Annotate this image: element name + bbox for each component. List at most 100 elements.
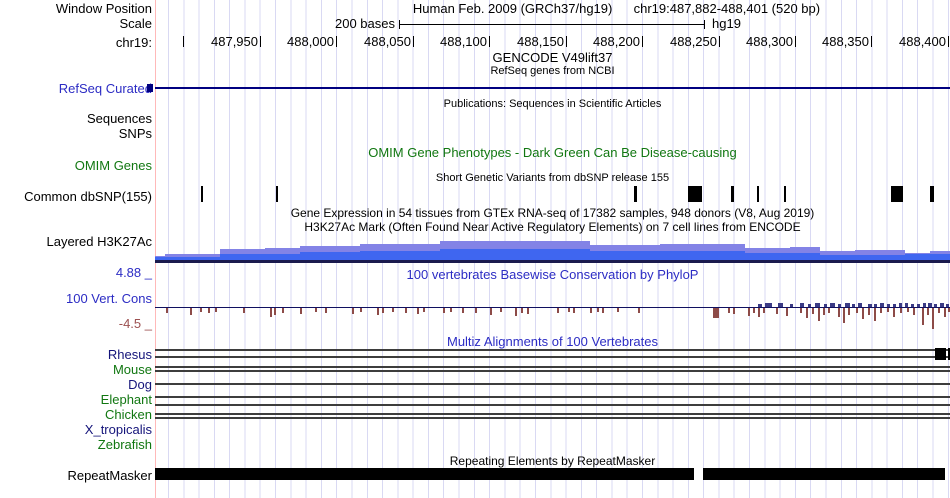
ruler-tick-label: 488,100 (440, 34, 487, 49)
cons-negative-spike (786, 308, 788, 316)
multiz-species-label[interactable]: Chicken (105, 407, 152, 422)
multiz-species-label[interactable]: Rhesus (107, 347, 152, 362)
dbsnp-variant[interactable] (688, 186, 702, 202)
multiz-alignment-line[interactable] (155, 404, 950, 406)
cons-negative-spike (758, 308, 760, 317)
cons-negative-spike (521, 308, 523, 313)
multiz-alignment-line[interactable] (155, 366, 950, 368)
h3k27ac-layer-mid (155, 249, 950, 260)
ruler-tick-label: 488,050 (364, 34, 411, 49)
multiz-alignment-line[interactable] (155, 413, 950, 415)
cons-negative-spike (382, 308, 384, 313)
cons-negative-spike (874, 308, 876, 321)
multiz-alignment-line[interactable] (155, 349, 950, 351)
multiz-species-label[interactable]: Elephant (100, 392, 152, 407)
ruler-tick (719, 36, 720, 47)
cons-negative-spike (490, 308, 492, 315)
position-header: Human Feb. 2009 (GRCh37/hg19) chr19:487,… (155, 2, 950, 15)
cons-negative-spike (392, 308, 394, 312)
multiz-alignment-line[interactable] (155, 396, 950, 398)
cons-negative-spike (856, 308, 858, 313)
track-title-repeatmasker[interactable]: Repeating Elements by RepeatMasker (449, 454, 656, 468)
track-title-phylop[interactable]: 100 vertebrates Basewise Conservation by… (406, 267, 699, 282)
multiz-alignment-line[interactable] (155, 370, 950, 372)
cons-negative-spike (527, 308, 529, 314)
ruler-tick (642, 36, 643, 47)
multiz-alignment-line[interactable] (155, 356, 950, 358)
cons-positive-bar (928, 303, 932, 307)
track-title-dbsnp[interactable]: Short Genetic Variants from dbSNP releas… (435, 172, 670, 184)
cons-negative-spike (462, 308, 464, 313)
track-title-h3k27ac[interactable]: H3K27Ac Mark (Often Found Near Active Re… (304, 220, 801, 234)
track-label-h3k27ac[interactable]: Layered H3K27Ac (46, 234, 152, 249)
multiz-alignment-block[interactable] (948, 348, 950, 360)
multiz-species-label[interactable]: Mouse (112, 362, 152, 377)
current-position: chr19:487,882-488,401 (520 bp) (633, 1, 821, 16)
track-label-sequences[interactable]: Sequences (86, 111, 152, 126)
track-title-gencode[interactable]: GENCODE V49lift37 (492, 50, 613, 65)
track-title-multiz[interactable]: Multiz Alignments of 100 Vertebrates (446, 334, 658, 349)
cons-negative-spike (907, 308, 909, 312)
cons-positive-bar (868, 304, 872, 307)
cons-negative-spike (500, 308, 502, 312)
dbsnp-variant[interactable] (891, 186, 903, 202)
dbsnp-variant[interactable] (757, 186, 759, 202)
cons-negative-spike (557, 308, 559, 313)
multiz-species-label[interactable]: Dog (128, 377, 152, 392)
track-label-repeatmasker[interactable]: RepeatMasker (67, 468, 152, 483)
track-label-refseq-curated[interactable]: RefSeq Curated (58, 81, 152, 96)
dbsnp-variant[interactable] (276, 186, 278, 202)
cons-negative-spike (638, 308, 640, 313)
cons-negative-spike (893, 308, 895, 317)
cons-negative-spike (900, 308, 902, 313)
dbsnp-variant[interactable] (201, 186, 203, 202)
multiz-alignment-block[interactable] (935, 348, 946, 360)
scale-bases-text: 200 bases (335, 16, 395, 31)
track-title-publications[interactable]: Publications: Sequences in Scientific Ar… (443, 98, 662, 110)
track-label-cons[interactable]: 100 Vert. Cons (66, 291, 152, 306)
window-position-label: Window Position (55, 1, 152, 16)
multiz-alignment-line[interactable] (155, 383, 950, 385)
cons-negative-spike (243, 308, 245, 313)
track-title-refseq-sub[interactable]: RefSeq genes from NCBI (490, 65, 615, 77)
track-title-omim[interactable]: OMIM Gene Phenotypes - Dark Green Can Be… (368, 145, 737, 160)
cons-negative-spike (868, 308, 870, 315)
refseq-gene-line[interactable] (155, 87, 950, 89)
dbsnp-variant[interactable] (634, 186, 637, 202)
dbsnp-variant[interactable] (731, 186, 734, 202)
cons-positive-bar (940, 303, 944, 307)
track-label-snps[interactable]: SNPs (118, 126, 152, 141)
cons-positive-bar (852, 304, 855, 307)
track-title-gtex[interactable]: Gene Expression in 54 tissues from GTEx … (290, 206, 815, 220)
repeatmasker-element[interactable] (155, 468, 694, 480)
repeatmasker-element[interactable] (703, 468, 945, 480)
ruler-tick-label: 488,300 (746, 34, 793, 49)
ruler-tick (948, 36, 949, 47)
ruler-tick-label: 488,200 (593, 34, 640, 49)
cons-negative-spike (823, 308, 825, 315)
cons-negative-spike (300, 308, 302, 314)
dbsnp-variant[interactable] (930, 186, 934, 202)
cons-negative-spike (515, 308, 517, 316)
cons-negative-spike (166, 308, 168, 313)
cons-positive-bar (815, 303, 820, 307)
cons-negative-spike (325, 308, 327, 313)
ruler-tick (566, 36, 567, 47)
track-label-dbsnp[interactable]: Common dbSNP(155) (24, 189, 152, 204)
phylop-conservation-graph[interactable] (155, 282, 950, 332)
multiz-species-label[interactable]: Zebrafish (97, 437, 152, 452)
cons-negative-spike (274, 308, 276, 315)
cons-negative-spike (602, 308, 604, 313)
cons-negative-spike (748, 308, 750, 316)
h3k27ac-signal-graph[interactable] (155, 235, 950, 263)
multiz-alignment-line[interactable] (155, 417, 950, 419)
cons-positive-bar (887, 304, 890, 307)
track-label-omim[interactable]: OMIM Genes (74, 158, 152, 173)
cons-negative-spike (843, 308, 845, 323)
ruler-tick-label: 487,950 (211, 34, 258, 49)
cons-negative-spike (932, 308, 934, 329)
dbsnp-variant[interactable] (784, 186, 786, 202)
multiz-species-label[interactable]: X_tropicalis (84, 422, 152, 437)
refseq-item-handle[interactable] (147, 84, 153, 92)
